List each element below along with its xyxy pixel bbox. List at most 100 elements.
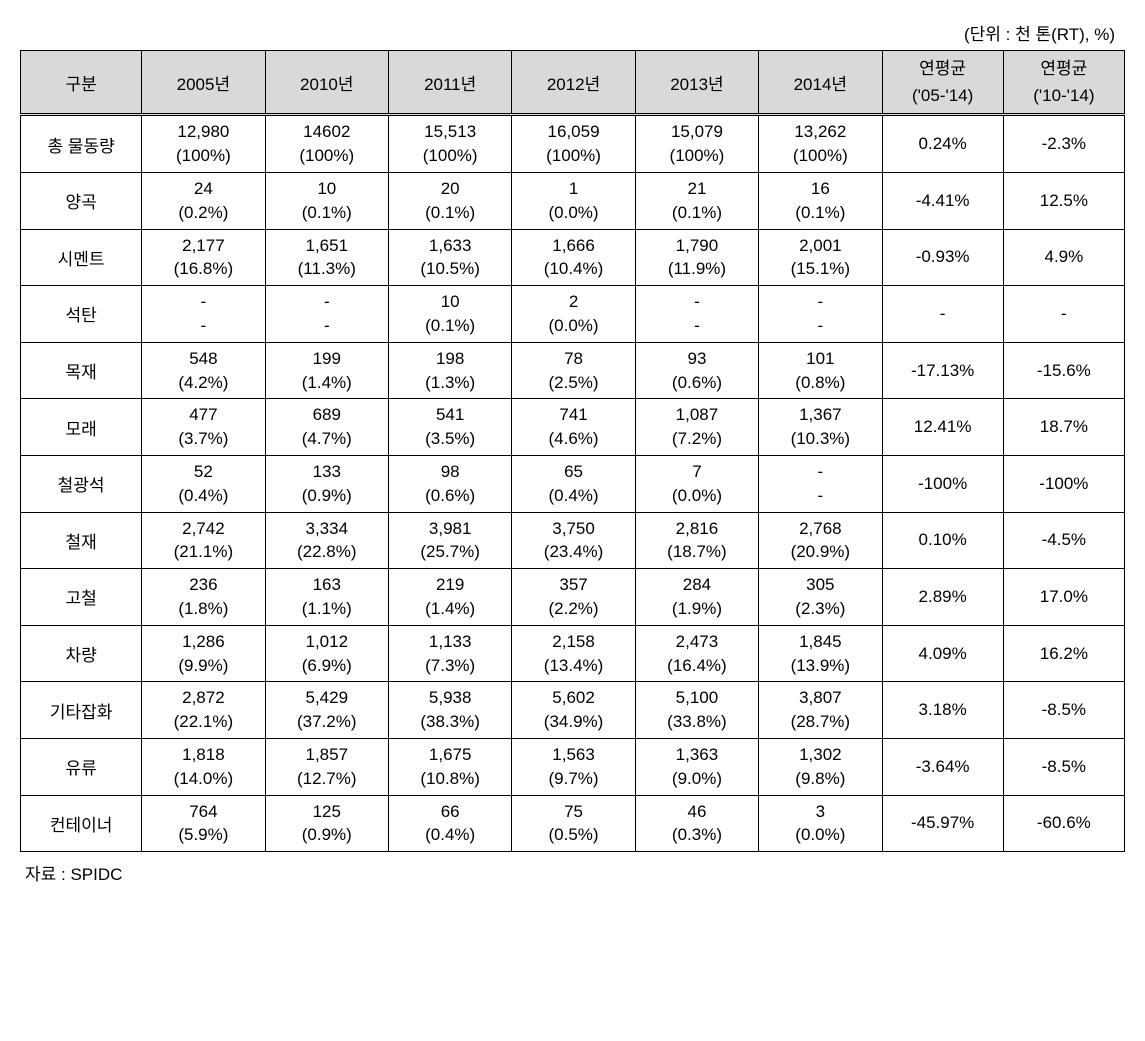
value: 10 [391, 290, 509, 314]
avg-10-14-cell: -4.5% [1003, 512, 1124, 569]
value: 15,079 [638, 120, 756, 144]
value: 24 [144, 177, 262, 201]
value: 284 [638, 573, 756, 597]
avg-10-14-cell: -2.3% [1003, 115, 1124, 173]
percent: (3.7%) [144, 427, 262, 451]
percent: (0.4%) [514, 484, 632, 508]
percent: (0.1%) [761, 201, 879, 225]
year-cell: -- [759, 455, 882, 512]
value: 541 [391, 403, 509, 427]
year-cell: -- [142, 286, 265, 343]
year-cell: 24(0.2%) [142, 172, 265, 229]
value: 5,429 [268, 686, 386, 710]
year-cell: 5,602(34.9%) [512, 682, 635, 739]
year-cell: 1,363(9.0%) [635, 738, 758, 795]
avg-10-14-cell: -60.6% [1003, 795, 1124, 852]
percent: (1.9%) [638, 597, 756, 621]
value: - [268, 290, 386, 314]
year-cell: 14602(100%) [265, 115, 388, 173]
value: 548 [144, 347, 262, 371]
percent: (1.4%) [268, 371, 386, 395]
percent: (7.2%) [638, 427, 756, 451]
value: 75 [514, 800, 632, 824]
table-row: 총 물동량12,980(100%)14602(100%)15,513(100%)… [21, 115, 1125, 173]
value: 477 [144, 403, 262, 427]
year-cell: 46(0.3%) [635, 795, 758, 852]
value: 46 [638, 800, 756, 824]
category-cell: 총 물동량 [21, 115, 142, 173]
value: 10 [268, 177, 386, 201]
year-cell: 65(0.4%) [512, 455, 635, 512]
year-cell: 21(0.1%) [635, 172, 758, 229]
percent: - [761, 484, 879, 508]
year-cell: 93(0.6%) [635, 342, 758, 399]
year-cell: 2,872(22.1%) [142, 682, 265, 739]
header-2012: 2012년 [512, 51, 635, 115]
percent: (0.8%) [761, 371, 879, 395]
value: 14602 [268, 120, 386, 144]
value: - [638, 290, 756, 314]
percent: (0.1%) [268, 201, 386, 225]
percent: (14.0%) [144, 767, 262, 791]
year-cell: -- [265, 286, 388, 343]
value: 2,872 [144, 686, 262, 710]
year-cell: 764(5.9%) [142, 795, 265, 852]
value: 66 [391, 800, 509, 824]
year-cell: 1,012(6.9%) [265, 625, 388, 682]
percent: (0.4%) [144, 484, 262, 508]
value: 357 [514, 573, 632, 597]
category-cell: 유류 [21, 738, 142, 795]
table-row: 기타잡화2,872(22.1%)5,429(37.2%)5,938(38.3%)… [21, 682, 1125, 739]
value: 3 [761, 800, 879, 824]
percent: (0.0%) [514, 314, 632, 338]
value: 198 [391, 347, 509, 371]
value: 199 [268, 347, 386, 371]
year-cell: 101(0.8%) [759, 342, 882, 399]
percent: (9.7%) [514, 767, 632, 791]
value: - [761, 290, 879, 314]
year-cell: 163(1.1%) [265, 569, 388, 626]
year-cell: 236(1.8%) [142, 569, 265, 626]
value: 78 [514, 347, 632, 371]
value: 2,473 [638, 630, 756, 654]
value: 65 [514, 460, 632, 484]
percent: (10.8%) [391, 767, 509, 791]
table-row: 고철236(1.8%)163(1.1%)219(1.4%)357(2.2%)28… [21, 569, 1125, 626]
percent: (0.1%) [391, 201, 509, 225]
avg-10-14-cell: -8.5% [1003, 682, 1124, 739]
avg-10-14-cell: 18.7% [1003, 399, 1124, 456]
year-cell: 541(3.5%) [388, 399, 511, 456]
percent: (100%) [638, 144, 756, 168]
year-cell: 1,675(10.8%) [388, 738, 511, 795]
header-avg-05-14: 연평균('05-'14) [882, 51, 1003, 115]
value: 1,818 [144, 743, 262, 767]
year-cell: 5,100(33.8%) [635, 682, 758, 739]
year-cell: 52(0.4%) [142, 455, 265, 512]
percent: (0.3%) [638, 823, 756, 847]
year-cell: 741(4.6%) [512, 399, 635, 456]
year-cell: 199(1.4%) [265, 342, 388, 399]
percent: (100%) [268, 144, 386, 168]
percent: (0.5%) [514, 823, 632, 847]
value: 98 [391, 460, 509, 484]
percent: (13.9%) [761, 654, 879, 678]
percent: (0.1%) [391, 314, 509, 338]
percent: (0.9%) [268, 484, 386, 508]
value: 163 [268, 573, 386, 597]
percent: (22.1%) [144, 710, 262, 734]
category-cell: 기타잡화 [21, 682, 142, 739]
avg-10-14-cell: 4.9% [1003, 229, 1124, 286]
percent: (6.9%) [268, 654, 386, 678]
year-cell: 1,286(9.9%) [142, 625, 265, 682]
value: 741 [514, 403, 632, 427]
year-cell: 1,857(12.7%) [265, 738, 388, 795]
year-cell: 1,367(10.3%) [759, 399, 882, 456]
year-cell: 1,563(9.7%) [512, 738, 635, 795]
table-row: 유류1,818(14.0%)1,857(12.7%)1,675(10.8%)1,… [21, 738, 1125, 795]
avg-05-14-cell: 0.24% [882, 115, 1003, 173]
percent: (100%) [761, 144, 879, 168]
value: 2,816 [638, 517, 756, 541]
percent: (0.0%) [761, 823, 879, 847]
avg-05-14-cell: 0.10% [882, 512, 1003, 569]
percent: (34.9%) [514, 710, 632, 734]
